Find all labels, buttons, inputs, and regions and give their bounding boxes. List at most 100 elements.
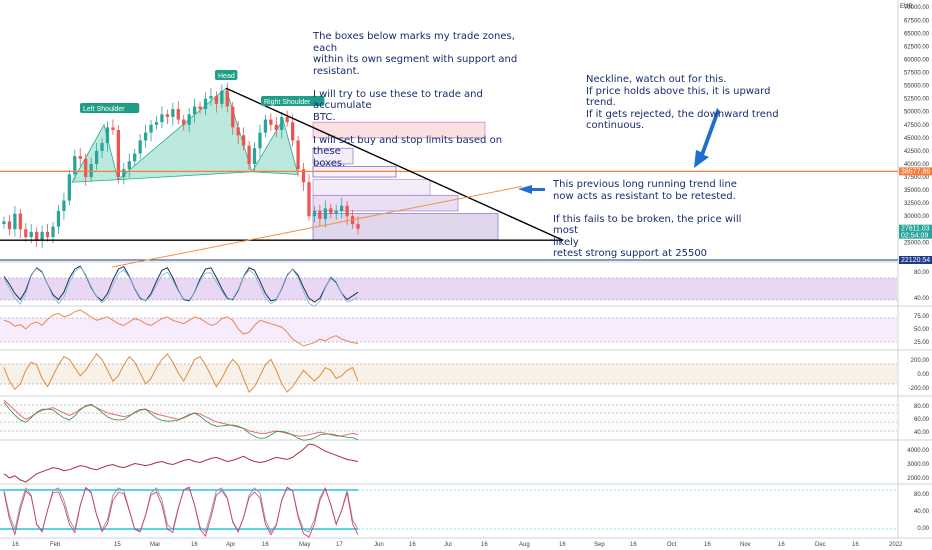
candle-body [274, 124, 278, 130]
candle-body [116, 130, 121, 178]
neckline-tag-label: 38577.86 [901, 168, 930, 175]
price-tick-label: 35000.00 [904, 188, 930, 194]
candle-body [247, 145, 251, 164]
candle-body [241, 135, 246, 146]
candle-body [62, 200, 66, 211]
price-tick-label: 25000.00 [904, 240, 930, 246]
pattern-label: Head [218, 73, 235, 80]
date-tick-label: Mar [150, 542, 160, 548]
date-tick-label: Dec [815, 542, 826, 548]
candle-body [329, 208, 333, 214]
pattern-label: Left Shoulder [83, 106, 125, 113]
pattern-label-bg [80, 103, 140, 113]
candle-body [13, 213, 17, 230]
candle-body [7, 221, 12, 230]
candle-body [214, 96, 219, 104]
price-tick-label: 67500.00 [904, 18, 930, 24]
indicator-tick-label: 2000.00 [907, 476, 929, 482]
candle-body [24, 229, 28, 238]
price-tick-label: 60000.00 [904, 57, 930, 63]
candle-body [269, 119, 273, 125]
candle-body [29, 231, 33, 238]
price-tick-label: 70000.00 [904, 5, 930, 11]
pattern-label-bg [215, 70, 238, 80]
candle-body [56, 210, 61, 227]
arrow-trendline [518, 185, 545, 194]
currency-label: EUR [900, 4, 913, 10]
date-tick-label: Sep [594, 542, 605, 548]
price-tick-label: 50000.00 [904, 110, 930, 116]
candle-body [100, 143, 104, 151]
candle-body [318, 210, 322, 219]
candle-body [133, 153, 137, 162]
candle-body [285, 116, 289, 123]
indicator-tick-label: 60.00 [914, 417, 930, 423]
indicator-line [3, 443, 359, 483]
trade-zone-box [312, 179, 431, 196]
pattern-labels: Left Shoulder Head Right Shoulder [80, 70, 325, 113]
candle-body [40, 231, 44, 240]
candle-body [176, 109, 180, 120]
candle-body [231, 106, 235, 128]
indicator-tick-label: 4000.00 [907, 448, 929, 454]
date-tick-label: 16 [778, 542, 785, 548]
indicator-tick-label: 80.00 [914, 270, 930, 276]
candle-body [312, 210, 317, 217]
candle-body [35, 231, 39, 240]
price-tick-label: 47500.00 [904, 123, 930, 129]
trade-zone-box [312, 194, 459, 212]
candle-body [345, 205, 349, 217]
indicator-band [0, 488, 897, 531]
indicator-tick-label: 0.00 [917, 372, 929, 378]
indicator-signal-line [3, 401, 359, 441]
candle-body [296, 140, 300, 170]
date-tick-label: 16 [191, 542, 198, 548]
candle-body [143, 132, 148, 141]
indicator-signal-line [3, 486, 359, 538]
neckline-note: Neckline, watch out for this. If price h… [586, 74, 779, 131]
candle-body [18, 213, 22, 230]
candle-body [236, 127, 240, 136]
candle-body [160, 114, 164, 123]
candle-body [78, 156, 82, 159]
indicator-band [0, 318, 897, 342]
candle-body [220, 90, 224, 104]
date-tick-label: 16 [559, 542, 566, 548]
indicator-tick-label: 40.00 [914, 296, 930, 302]
price-tick-label: 42500.00 [904, 149, 930, 155]
triangle-hypotenuse [225, 87, 564, 241]
date-tick-label: 16 [704, 542, 711, 548]
date-tick-label: May [299, 542, 310, 548]
candle-body [334, 210, 338, 214]
support-tag-label: 22120.54 [901, 257, 930, 264]
price-tick-label: 30000.00 [904, 214, 930, 220]
candle-body [182, 119, 186, 125]
date-tick-label: Apr [226, 542, 235, 548]
date-tick-label: 15 [114, 542, 121, 548]
price-tick-label: 62500.00 [904, 44, 930, 50]
indicator-line [3, 353, 359, 393]
date-tick-label: Jul [444, 542, 452, 548]
trade-zone-box [312, 147, 354, 165]
candle-body [356, 224, 360, 229]
trade-zone-box [312, 121, 486, 139]
candle-body [307, 182, 311, 217]
pattern-label-bg [261, 96, 325, 106]
candle-body [2, 221, 6, 225]
drawing-lines [0, 87, 898, 268]
indicator-tick-label: 200.00 [911, 358, 930, 364]
candle-body [209, 96, 213, 99]
price-tick-label: 32500.00 [904, 201, 930, 207]
date-tick-label: 2022 [889, 542, 903, 548]
candle-body [84, 158, 88, 178]
candle-body [89, 163, 93, 178]
indicator-band [0, 404, 897, 432]
indicator-tick-label: 80.00 [914, 492, 930, 498]
date-tick-label: Oct [667, 542, 677, 548]
candle-body [198, 106, 202, 110]
indicator-tick-label: 40.00 [914, 430, 930, 436]
indicator-band [0, 364, 897, 384]
candle-body [94, 150, 99, 164]
